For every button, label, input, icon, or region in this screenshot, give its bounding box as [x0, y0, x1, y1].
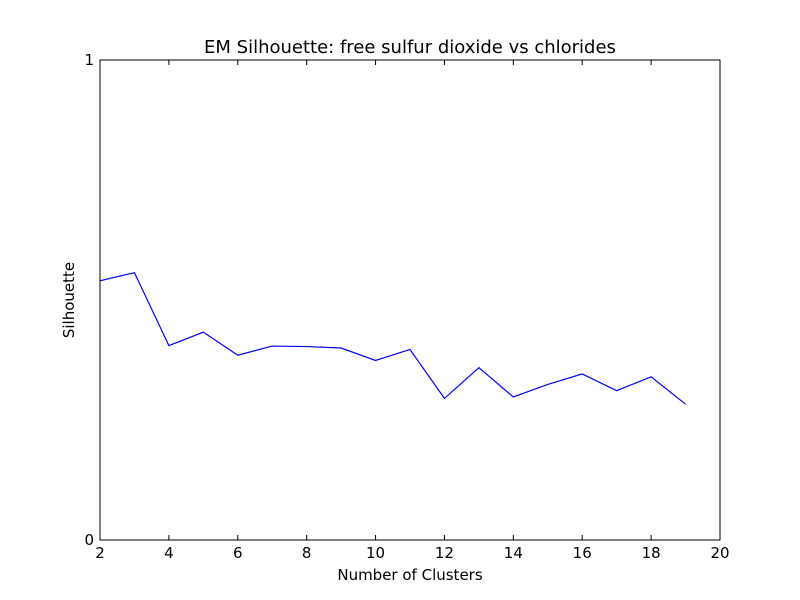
x-tick-label: 16: [573, 544, 592, 562]
chart-title: EM Silhouette: free sulfur dioxide vs ch…: [204, 37, 616, 58]
x-axis-label: Number of Clusters: [337, 566, 482, 584]
x-tick-label: 2: [95, 544, 105, 562]
y-tick-label: 0: [84, 531, 94, 549]
plot-frame: [99, 59, 721, 541]
plot-area: [100, 60, 720, 540]
x-tick-label: 10: [366, 544, 385, 562]
x-tick-label: 8: [302, 544, 312, 562]
y-axis-label: Silhouette: [60, 262, 78, 338]
x-tick-label: 20: [710, 544, 729, 562]
x-tick-label: 18: [642, 544, 661, 562]
x-tick-label: 4: [164, 544, 174, 562]
y-tick-label: 1: [84, 51, 94, 69]
silhouette-line: [99, 271, 686, 405]
x-axis-ticks: 2 4 6 8 10 12 14 16 18 20: [95, 60, 730, 562]
x-tick-label: 6: [233, 544, 243, 562]
x-tick-label: 12: [435, 544, 454, 562]
x-tick-label: 14: [504, 544, 523, 562]
